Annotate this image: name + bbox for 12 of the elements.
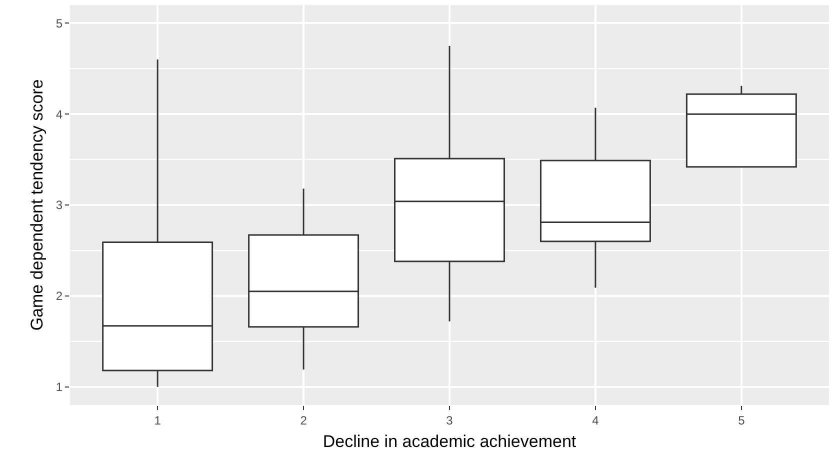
x-tick-label: 4 — [592, 413, 600, 428]
x-tick-label: 5 — [738, 413, 746, 428]
x-axis-title: Decline in academic achievement — [322, 432, 576, 451]
x-tick-label: 2 — [300, 413, 308, 428]
x-tick-label: 3 — [446, 413, 454, 428]
y-tick-label: 4 — [56, 107, 63, 122]
y-axis-title: Game dependent tendency score — [27, 79, 46, 331]
y-tick-label: 2 — [56, 289, 63, 304]
y-tick-label: 3 — [56, 198, 63, 212]
y-tick-label: 5 — [56, 16, 63, 30]
y-tick-label: 1 — [56, 380, 63, 394]
x-tick-label: 1 — [154, 413, 162, 428]
